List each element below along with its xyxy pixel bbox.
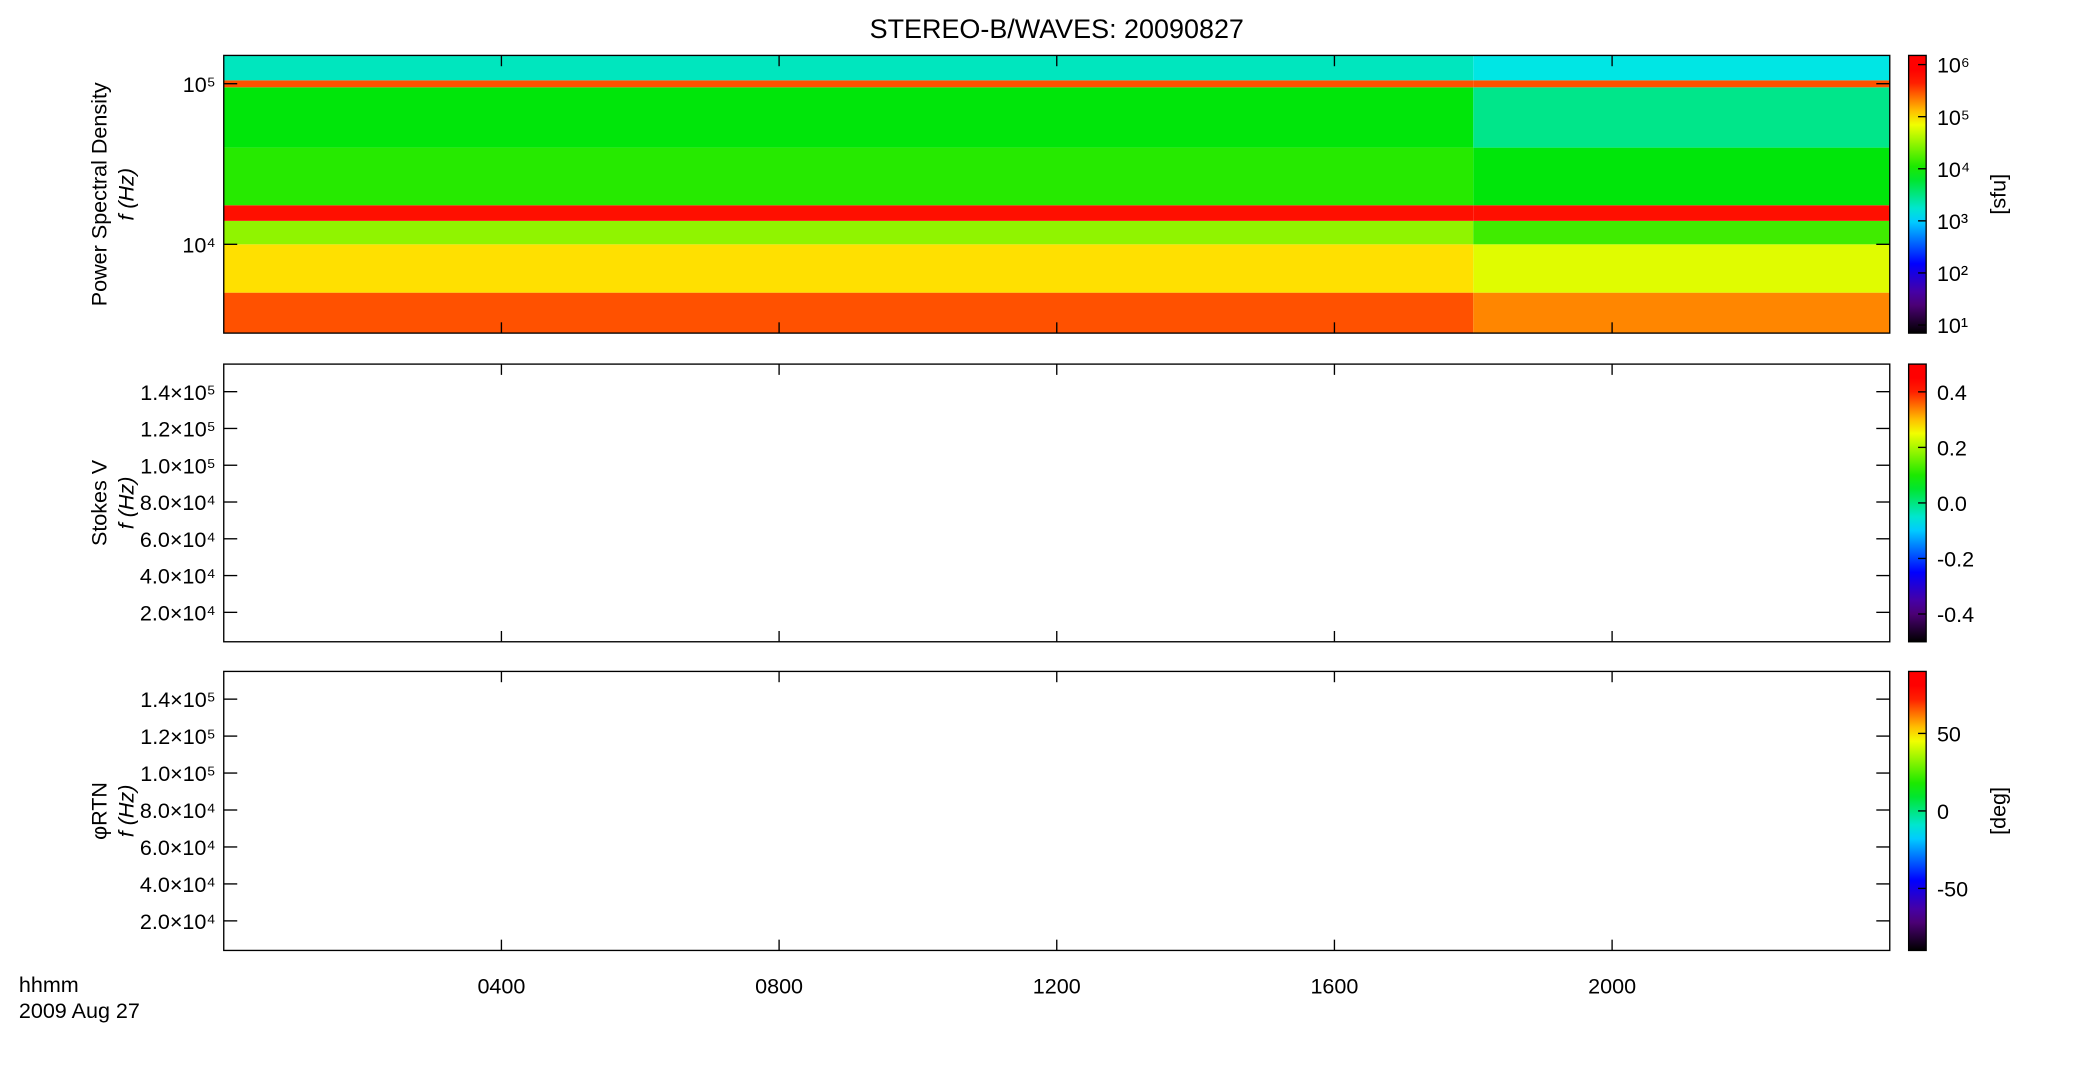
- y-axis-label: f (Hz): [113, 477, 138, 530]
- y-tick-label: 2.0×10⁴: [140, 600, 216, 625]
- y-axis-label: φRTN: [86, 782, 111, 840]
- y-tick-label: 1.4×10⁵: [140, 687, 215, 712]
- colorbar-tick-label: 10⁴: [1937, 157, 1970, 182]
- colorbar-tick-label: -0.4: [1937, 602, 1974, 627]
- y-tick-label: 1.4×10⁵: [140, 380, 215, 405]
- y-axis-label: Stokes V: [86, 459, 111, 546]
- heatmap-cell: [1473, 80, 1890, 88]
- y-tick-label: 4.0×10⁴: [140, 564, 216, 589]
- colorbar-tick-label: 0.0: [1937, 491, 1967, 516]
- y-tick-label: 4.0×10⁴: [140, 872, 216, 897]
- heatmap-cell: [223, 80, 1474, 88]
- colorbar-tick-label: 10⁶: [1937, 53, 1970, 78]
- heatmap-cell: [223, 87, 1474, 148]
- x-axis-sublabel: 2009 Aug 27: [19, 998, 140, 1023]
- x-tick-label: 2000: [1588, 974, 1636, 999]
- colorbar-tick-label: 10²: [1937, 261, 1968, 286]
- colorbar-label: [sfu]: [1986, 174, 2011, 215]
- heatmap-cell: [223, 205, 1474, 221]
- heatmap-cell: [223, 292, 1474, 334]
- colorbar-tick-label: 0: [1937, 799, 1949, 824]
- y-tick-label: 10⁵: [183, 72, 216, 97]
- heatmap-cell: [1473, 244, 1890, 293]
- colorbar-tick-label: 50: [1937, 722, 1961, 747]
- heatmap-cell: [1473, 205, 1890, 221]
- y-tick-label: 1.2×10⁵: [140, 724, 215, 749]
- plot-frame: [223, 670, 1891, 952]
- colorbar: [1907, 54, 1927, 334]
- heatmap-cell: [1473, 55, 1890, 81]
- heatmap-cell: [1473, 220, 1890, 245]
- x-tick-label: 1600: [1310, 974, 1358, 999]
- y-tick-label: 8.0×10⁴: [140, 798, 216, 823]
- x-tick-label: 0400: [477, 974, 525, 999]
- y-tick-label: 8.0×10⁴: [140, 490, 216, 515]
- y-tick-label: 2.0×10⁴: [140, 909, 216, 934]
- y-axis-label: Power Spectral Density: [86, 82, 111, 306]
- y-tick-label: 6.0×10⁴: [140, 835, 216, 860]
- y-axis-label: f (Hz): [113, 168, 138, 221]
- y-tick-label: 1.0×10⁵: [140, 453, 215, 478]
- heatmap-cell: [223, 220, 1474, 245]
- x-axis-label: hhmm: [19, 972, 79, 997]
- heatmap-cell: [223, 55, 1474, 81]
- colorbar-tick-label: -50: [1937, 877, 1968, 902]
- x-tick-label: 1200: [1033, 974, 1081, 999]
- heatmap-cell: [1473, 87, 1890, 148]
- colorbar-tick-label: 10¹: [1937, 313, 1968, 338]
- colorbar-tick-label: 10⁵: [1937, 105, 1970, 130]
- colorbar-tick-label: 10³: [1937, 209, 1968, 234]
- colorbar-tick-label: -0.2: [1937, 547, 1974, 572]
- y-tick-label: 1.0×10⁵: [140, 761, 215, 786]
- chart-title: STEREO-B/WAVES: 20090827: [870, 14, 1244, 44]
- colorbar-label: [deg]: [1986, 787, 2011, 835]
- y-tick-label: 6.0×10⁴: [140, 527, 216, 552]
- heatmap-cell: [223, 244, 1474, 293]
- heatmap-cell: [1473, 147, 1890, 206]
- colorbar-tick-label: 0.4: [1937, 380, 1967, 405]
- x-tick-label: 0800: [755, 974, 803, 999]
- y-tick-label: 1.2×10⁵: [140, 417, 215, 442]
- heatmap-cell: [1473, 292, 1890, 334]
- colorbar-tick-label: 0.2: [1937, 435, 1967, 460]
- plot-frame: [223, 363, 1891, 643]
- heatmap-cell: [223, 147, 1474, 206]
- y-tick-label: 10⁴: [182, 232, 215, 257]
- y-axis-label: f (Hz): [113, 785, 138, 838]
